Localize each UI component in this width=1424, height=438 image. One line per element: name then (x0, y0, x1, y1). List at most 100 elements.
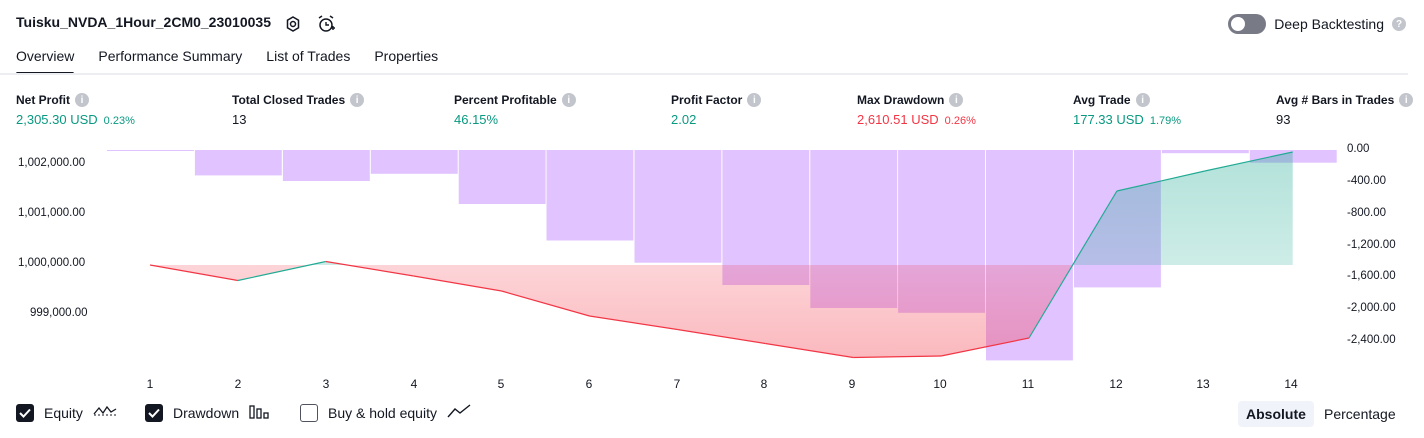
settings-icon[interactable] (283, 14, 303, 34)
info-icon[interactable]: i (747, 93, 762, 107)
drawdown-bar (634, 150, 722, 263)
legend-equity-label: Equity (44, 404, 83, 421)
percentage-button[interactable]: Percentage (1324, 406, 1396, 422)
bars-icon (249, 403, 269, 422)
right-axis-tick: -2,400.00 (1347, 334, 1396, 346)
info-icon[interactable]: i (561, 93, 576, 107)
equity-line-segment (677, 328, 766, 345)
metric-avg-trade: Avg Trade i 177.33 USD 1.79% (1073, 93, 1181, 127)
x-axis-tick: 3 (322, 377, 330, 391)
drawdown-bar (194, 150, 282, 176)
x-axis-tick: 10 (933, 377, 947, 391)
metric-label: Avg Trade (1073, 93, 1131, 107)
equity-line-segment (149, 264, 239, 282)
drawdown-bar (370, 150, 458, 174)
x-axis-tick: 7 (673, 377, 681, 391)
help-icon[interactable]: ? (1392, 17, 1406, 31)
right-axis-tick: -1,200.00 (1347, 239, 1396, 251)
equity-line-segment (1028, 190, 1118, 339)
info-icon[interactable]: i (1135, 93, 1150, 107)
info-icon[interactable]: i (350, 93, 365, 107)
equity-line-icon (93, 403, 117, 422)
metric-label: Total Closed Trades (232, 93, 346, 107)
legend-drawdown[interactable]: Drawdown (145, 403, 269, 422)
equity-line-segment (1116, 170, 1205, 192)
x-axis-tick: 5 (497, 377, 505, 391)
equity-line-segment (501, 290, 590, 317)
left-axis-tick: 999,000.00 (30, 307, 88, 319)
equity-line-segment (325, 260, 414, 277)
right-axis-tick: -1,600.00 (1347, 270, 1396, 282)
equity-line-segment (237, 260, 326, 282)
drawdown-bar (458, 150, 546, 204)
tab-list-of-trades[interactable]: List of Trades (266, 48, 351, 64)
info-icon[interactable]: i (1399, 93, 1414, 107)
legend-buy-hold-equity[interactable]: Buy & hold equity (300, 403, 471, 422)
left-axis-tick: 1,002,000.00 (18, 157, 86, 169)
equity-line-segment (413, 275, 502, 292)
x-axis-tick: 2 (234, 377, 242, 391)
alarm-add-icon[interactable] (316, 14, 336, 34)
x-axis-tick: 6 (585, 377, 593, 391)
equity-line-segment (853, 355, 942, 359)
equity-line-segment (940, 337, 1030, 357)
equity-checkbox[interactable] (16, 403, 34, 422)
metric-percent: 0.26% (944, 115, 976, 127)
deep-backtesting-toggle[interactable] (1228, 14, 1267, 34)
line-up-icon (447, 403, 471, 422)
metric-label: Percent Profitable (454, 93, 557, 107)
metric-value: 177.33 USD (1073, 112, 1144, 127)
legend-buy-hold-label: Buy & hold equity (328, 404, 437, 421)
metric-percent: 0.23% (103, 115, 135, 127)
x-axis-tick: 1 (146, 377, 154, 391)
info-icon[interactable]: i (75, 93, 89, 107)
metric-total-closed-trades: Total Closed Trades i 13 (232, 93, 365, 127)
info-icon[interactable]: i (949, 93, 964, 107)
equity-loss-area (150, 265, 1293, 358)
equity-line-segment (589, 315, 678, 331)
x-axis-tick: 14 (1284, 377, 1298, 391)
right-axis-tick: 0.00 (1347, 143, 1370, 155)
metric-value: 93 (1276, 112, 1291, 127)
metric-value: 13 (232, 112, 247, 127)
right-axis-tick: -2,000.00 (1347, 302, 1396, 314)
metric-percent-profitable: Percent Profitable i 46.15% (454, 93, 576, 127)
drawdown-bar (546, 150, 634, 241)
metric-value: 2,610.51 USD (857, 112, 939, 127)
x-axis-tick: 4 (410, 377, 418, 391)
metric-max-drawdown: Max Drawdown i 2,610.51 USD 0.26% (857, 93, 976, 127)
metric-percent: 1.79% (1149, 115, 1182, 127)
drawdown-bar (282, 150, 370, 181)
deep-backtesting-label: Deep Backtesting (1274, 16, 1384, 32)
metric-label: Avg # Bars in Trades (1276, 93, 1395, 107)
drawdown-bar (1161, 150, 1249, 154)
metric-avg-bars-in-trades: Avg # Bars in Trades i 93 (1276, 93, 1414, 127)
left-axis-tick: 1,001,000.00 (18, 207, 86, 219)
right-axis-tick: -800.00 (1347, 207, 1387, 219)
legend-equity[interactable]: Equity (16, 403, 117, 422)
x-axis-tick: 12 (1109, 377, 1123, 391)
metric-value: 2,305.30 USD (16, 112, 98, 127)
metric-value: 46.15% (454, 112, 499, 127)
left-axis-tick: 1,000,000.00 (18, 257, 86, 269)
metric-label: Net Profit (16, 93, 70, 107)
right-axis-tick: -400.00 (1347, 175, 1387, 187)
absolute-button[interactable]: Absolute (1238, 401, 1314, 427)
x-axis-tick: 8 (760, 377, 768, 391)
metric-label: Profit Factor (671, 93, 743, 107)
equity-line-segment (1204, 151, 1293, 172)
buy-hold-checkbox[interactable] (300, 403, 318, 422)
metric-value: 2.02 (671, 112, 697, 127)
metric-label: Max Drawdown (857, 93, 945, 107)
equity-line-segment (765, 342, 854, 359)
tab-performance-summary[interactable]: Performance Summary (98, 48, 243, 64)
metric-profit-factor: Profit Factor i 2.02 (671, 93, 762, 127)
drawdown-checkbox[interactable] (145, 403, 163, 422)
x-axis-tick: 9 (848, 377, 856, 391)
tab-divider (0, 73, 1408, 75)
tab-properties[interactable]: Properties (374, 48, 439, 64)
x-axis-tick: 13 (1196, 377, 1210, 391)
drawdown-bar (107, 150, 194, 151)
metric-net-profit: Net Profit i 2,305.30 USD 0.23% (16, 93, 135, 127)
